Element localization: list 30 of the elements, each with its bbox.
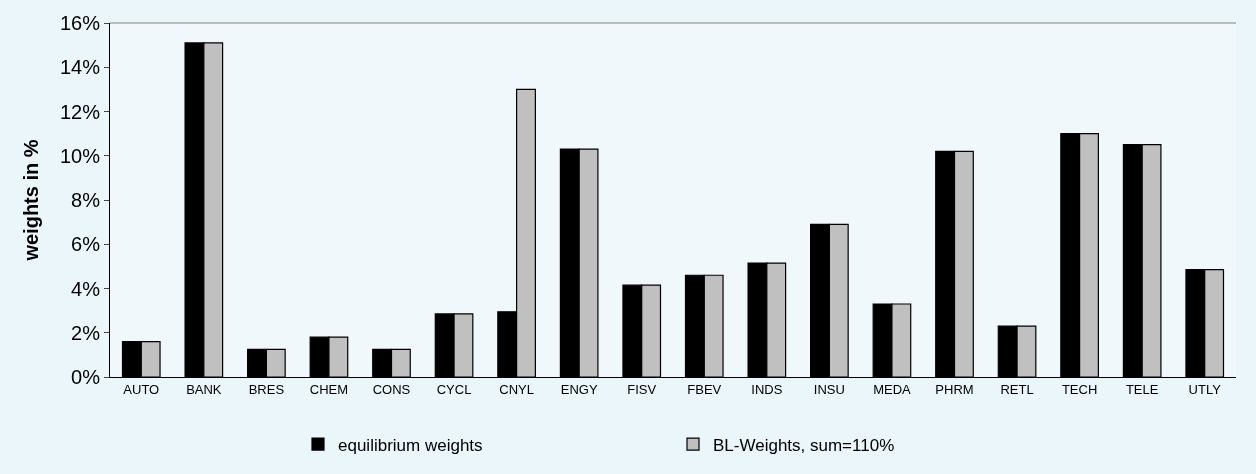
- x-tick-label: INDS: [751, 381, 783, 397]
- y-tick-label: 10%: [59, 144, 101, 167]
- x-tick-label: PHRM: [935, 381, 974, 397]
- y-tick-label: 12%: [59, 100, 101, 123]
- x-tick-label: ENGY: [560, 381, 598, 397]
- y-tick-label: 16%: [59, 12, 101, 34]
- legend-label: BL-Weights, sum=110%: [713, 435, 895, 455]
- x-tick-label: FBEV: [687, 381, 722, 397]
- x-tick-label: CYCL: [436, 381, 472, 397]
- y-tick-label: 14%: [59, 56, 101, 79]
- legend-label: equilibrium weights: [338, 435, 483, 455]
- y-tick-label: 4%: [71, 277, 101, 300]
- x-tick-label: CONS: [372, 381, 411, 397]
- x-tick-label: RETL: [1000, 381, 1034, 397]
- x-tick-label: CNYL: [499, 381, 534, 397]
- y-tick-label: 0%: [71, 366, 101, 388]
- x-tick-label: AUTO: [123, 381, 160, 397]
- x-tick-label: INSU: [813, 381, 845, 397]
- y-axis-title: weights in %: [20, 139, 43, 262]
- y-tick-label: 6%: [71, 233, 101, 256]
- x-tick-label: BANK: [186, 381, 222, 397]
- x-tick-label: MEDA: [873, 381, 912, 397]
- x-tick-label: CHEM: [309, 381, 349, 397]
- x-tick-label: FISV: [627, 381, 657, 397]
- x-tick-label: TECH: [1061, 381, 1098, 397]
- x-tick-label: BRES: [248, 381, 285, 397]
- y-tick-label: 8%: [71, 189, 101, 211]
- x-tick-label: TELE: [1125, 381, 1159, 397]
- x-tick-label: UTLY: [1188, 381, 1222, 397]
- y-tick-label: 2%: [71, 321, 101, 344]
